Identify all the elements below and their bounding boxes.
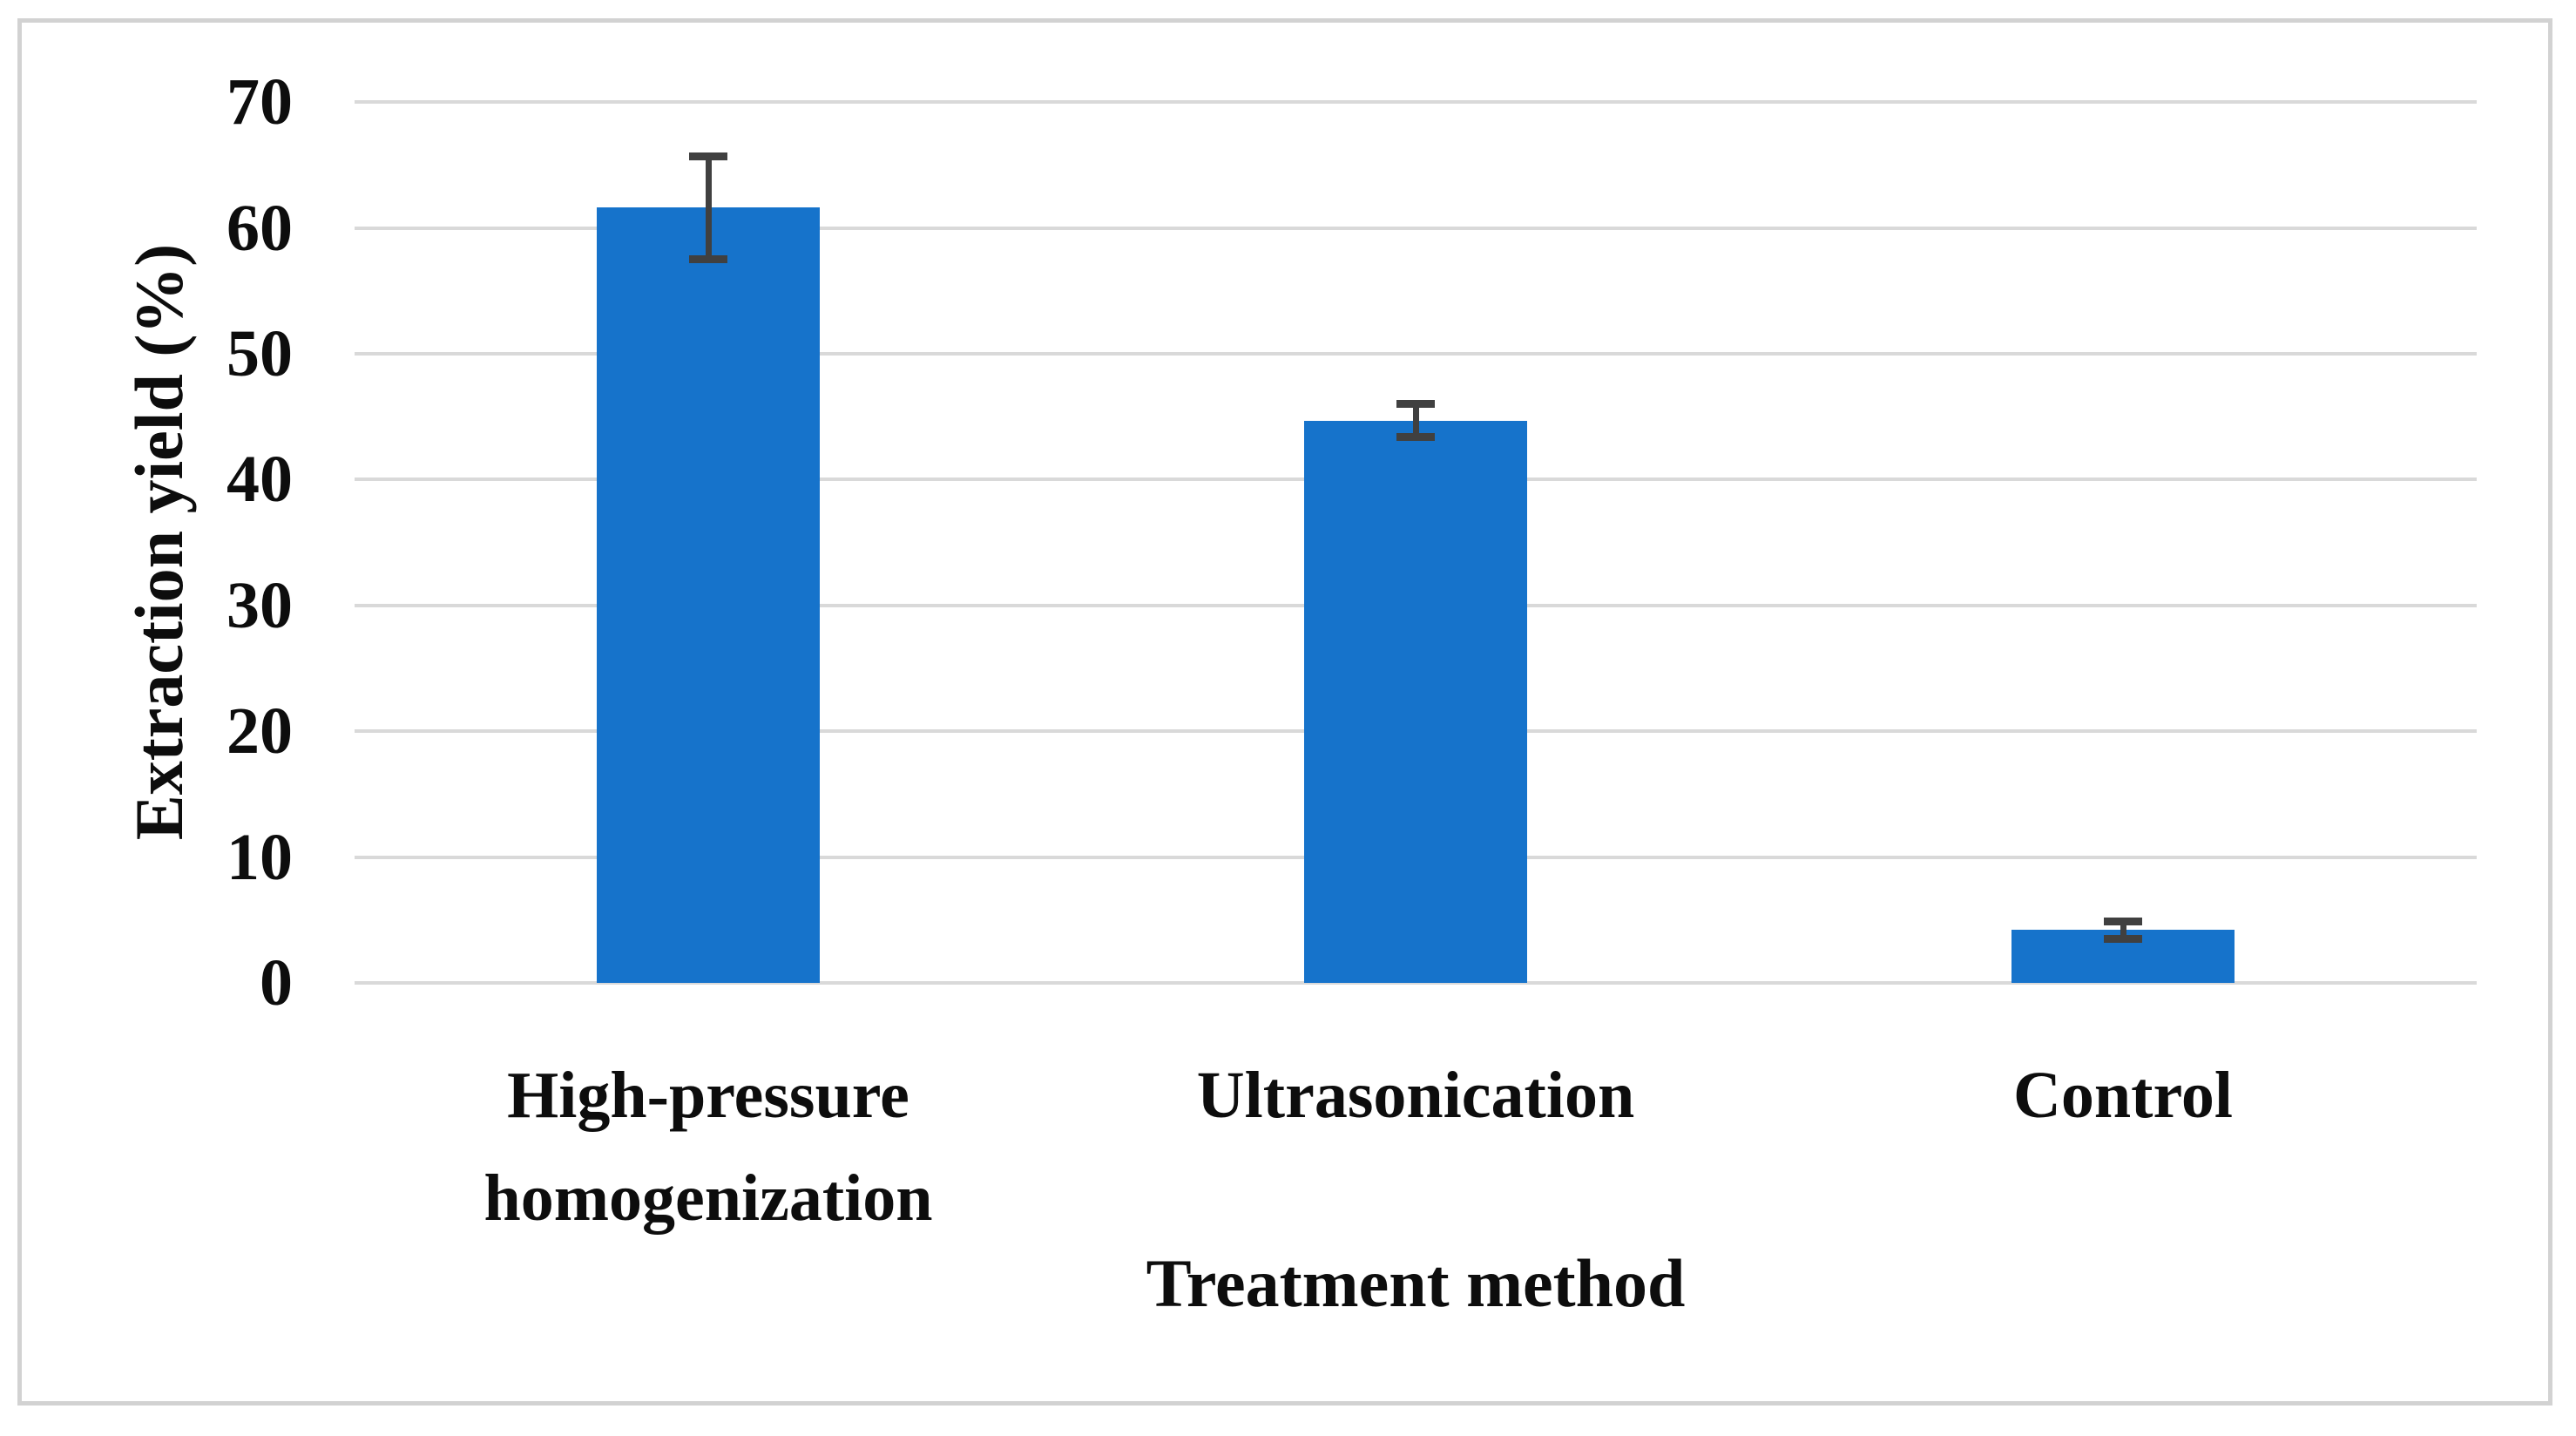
gridline-60 bbox=[355, 226, 2477, 230]
gridline-70 bbox=[355, 100, 2477, 105]
error-bar-cap-top-0 bbox=[689, 152, 727, 160]
gridline-0 bbox=[355, 981, 2477, 985]
chart-frame bbox=[17, 18, 2552, 1406]
error-bar-cap-top-1 bbox=[1396, 400, 1435, 409]
y-tick-label-20: 20 bbox=[226, 694, 293, 769]
error-bar-cap-bottom-0 bbox=[689, 255, 727, 264]
y-axis-title: Extraction yield (%) bbox=[121, 243, 197, 841]
y-tick-label-10: 10 bbox=[226, 820, 293, 894]
category-label-0: High-pressure homogenization bbox=[483, 1059, 933, 1235]
error-bar-cap-bottom-2 bbox=[2104, 934, 2142, 943]
y-tick-label-40: 40 bbox=[226, 443, 293, 517]
y-tick-label-0: 0 bbox=[260, 946, 293, 1019]
bar-0 bbox=[597, 207, 820, 983]
bar-1 bbox=[1304, 420, 1527, 983]
y-tick-label-70: 70 bbox=[226, 65, 293, 139]
error-bar-line-1 bbox=[1412, 403, 1419, 437]
x-axis-title: Treatment method bbox=[1146, 1245, 1686, 1321]
error-bar-line-0 bbox=[705, 156, 712, 260]
error-bar-line-2 bbox=[2120, 921, 2126, 939]
y-tick-label-50: 50 bbox=[226, 317, 293, 390]
error-bar-cap-top-2 bbox=[2104, 917, 2142, 925]
y-tick-label-60: 60 bbox=[226, 191, 293, 265]
category-label-2: Control bbox=[2013, 1059, 2233, 1132]
gridline-50 bbox=[355, 352, 2477, 356]
category-label-1: Ultrasonication bbox=[1196, 1059, 1635, 1132]
y-tick-label-30: 30 bbox=[226, 568, 293, 642]
error-bar-cap-bottom-1 bbox=[1396, 432, 1435, 441]
